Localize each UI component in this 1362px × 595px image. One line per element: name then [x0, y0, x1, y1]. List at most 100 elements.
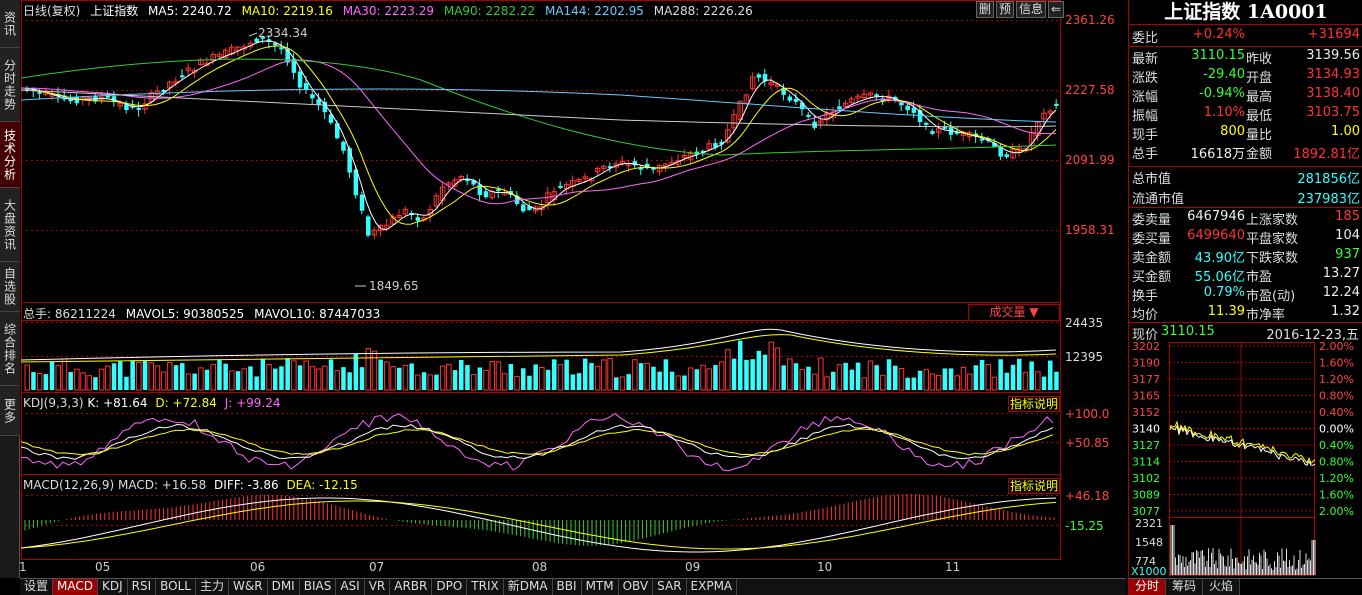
- indicator-tab[interactable]: EXPMA: [687, 579, 738, 595]
- weibi-value: +0.24%: [1192, 27, 1245, 42]
- volume-bar: [998, 359, 1003, 390]
- quote-value: 1.32: [1331, 304, 1360, 319]
- volume-bar: [397, 367, 402, 390]
- macd-value: MACD: +16.58: [117, 478, 207, 492]
- candle-down: [924, 122, 929, 125]
- back-button[interactable]: ⇐: [1048, 1, 1065, 18]
- macd-explain-button[interactable]: 指标说明: [1008, 478, 1060, 494]
- nav-intraday[interactable]: 分时走势: [0, 48, 20, 122]
- volume-bar: [750, 359, 755, 390]
- candle-down: [638, 167, 644, 170]
- volume-bar: [421, 372, 427, 390]
- indicator-tab[interactable]: ASI: [336, 579, 365, 595]
- indicator-tab[interactable]: BIAS: [300, 579, 337, 595]
- tab-intraday[interactable]: 分时: [1129, 579, 1167, 595]
- nav-market-news[interactable]: 大盘资讯: [0, 188, 20, 262]
- indicator-tab[interactable]: KDJ: [98, 579, 128, 595]
- volume-axis-label: 24435: [1065, 316, 1104, 330]
- delete-button[interactable]: 删: [976, 1, 995, 18]
- volume-bar: [235, 371, 241, 390]
- intraday-pct-tick: 0.80%: [1319, 456, 1354, 469]
- alert-button[interactable]: 预: [996, 1, 1015, 18]
- quote-value: 16618万: [1190, 147, 1245, 162]
- indicator-tab[interactable]: 新DMA: [504, 579, 553, 595]
- volume-bar: [626, 374, 631, 390]
- intraday-volume-tick: 2321: [1135, 517, 1163, 530]
- candle-down: [632, 161, 638, 166]
- quote-row: 买金额 55.06亿 市盈 13.27: [1129, 266, 1362, 285]
- indicator-tab[interactable]: RSI: [128, 579, 157, 595]
- kline-chart[interactable]: [21, 0, 1127, 578]
- indicator-dropdown[interactable]: 成交量 ▼: [968, 304, 1060, 321]
- mktcap-value: 281856亿: [1297, 172, 1360, 187]
- kline-type[interactable]: 日线(复权): [23, 4, 81, 18]
- volume-bar: [979, 359, 985, 390]
- indicator-tab[interactable]: DMI: [268, 579, 300, 595]
- info-button[interactable]: 信息: [1016, 1, 1047, 18]
- indicator-tab[interactable]: BBI: [553, 579, 582, 595]
- volume-bar: [402, 364, 409, 391]
- quote-label: 上涨家数: [1246, 213, 1299, 228]
- tab-chips[interactable]: 筹码: [1166, 579, 1204, 595]
- quote-value: 3103.75: [1306, 105, 1360, 120]
- volume-bar: [929, 373, 936, 391]
- nav-technical[interactable]: 技术分析: [0, 122, 20, 188]
- candle-down: [1004, 154, 1010, 158]
- candle-down: [527, 206, 532, 210]
- top-buttons: 删 预 信息 ⇐: [976, 1, 1065, 18]
- nav-news[interactable]: 资讯: [0, 0, 20, 48]
- volume-bar: [935, 374, 942, 391]
- nav-more[interactable]: 更多: [0, 386, 20, 436]
- indicator-tab[interactable]: ARBR: [390, 579, 433, 595]
- volume-bar: [508, 364, 514, 390]
- volume-bar: [80, 372, 86, 391]
- indicator-tab[interactable]: SAR: [653, 579, 687, 595]
- volume-bar: [148, 362, 154, 391]
- float-label: 流通市值: [1132, 192, 1185, 207]
- candle-down: [285, 48, 290, 63]
- candle-down: [905, 105, 910, 111]
- candle-up: [842, 102, 849, 108]
- volume-bar: [334, 370, 340, 391]
- kdj-explain-button[interactable]: 指标说明: [1008, 396, 1060, 412]
- candle-up: [216, 53, 223, 57]
- indicator-tab[interactable]: MTM: [582, 579, 619, 595]
- indicator-tab[interactable]: 主力: [196, 579, 230, 595]
- indicator-tab[interactable]: VR: [365, 579, 391, 595]
- candle-down: [353, 169, 359, 196]
- macd-dea-line: [21, 500, 1057, 550]
- ma90-line: [21, 58, 1057, 156]
- volume-bar: [111, 363, 117, 390]
- quote-value: 3134.93: [1306, 67, 1360, 82]
- indicator-tab[interactable]: 设置: [20, 579, 54, 595]
- nav-ranking[interactable]: 综合排名: [0, 312, 20, 386]
- candle-down: [521, 204, 526, 212]
- tab-flame[interactable]: 火焰: [1203, 579, 1241, 595]
- intraday-price-tick: 3165: [1132, 390, 1160, 403]
- candle-down: [713, 143, 718, 148]
- indicator-tab[interactable]: W&R: [229, 579, 268, 595]
- volume-bar: [459, 360, 464, 390]
- nav-watchlist[interactable]: 自选股: [0, 262, 20, 312]
- indicator-tab[interactable]: OBV: [619, 579, 654, 595]
- intraday-pct-tick: 1.20%: [1319, 472, 1354, 485]
- indicator-tab[interactable]: DPO: [432, 579, 468, 595]
- volume-bar: [495, 361, 502, 391]
- candle-down: [793, 98, 799, 102]
- volume-bar: [439, 365, 446, 391]
- kdj-d: D: +72.84: [155, 396, 217, 410]
- intraday-price-tick: 3077: [1132, 505, 1160, 518]
- candle-down: [316, 99, 321, 105]
- indicator-tab[interactable]: MACD: [53, 579, 98, 595]
- volume-bar: [452, 370, 458, 390]
- indicator-tab[interactable]: TRIX: [467, 579, 504, 595]
- intraday-pct-tick: 0.80%: [1319, 390, 1354, 403]
- indicator-tab[interactable]: BOLL: [156, 579, 196, 595]
- intraday-price-tick: 3140: [1132, 423, 1160, 436]
- candle-down: [328, 114, 334, 123]
- volume-bar: [619, 376, 626, 391]
- volume-bar: [124, 376, 129, 390]
- intraday-chart[interactable]: 3202 2.00% 3190 1.60% 3177 1.20% 3165 0.80% 3152…: [1129, 342, 1362, 578]
- intraday-pct-tick: 0.40%: [1319, 439, 1354, 452]
- candle-down: [651, 167, 656, 170]
